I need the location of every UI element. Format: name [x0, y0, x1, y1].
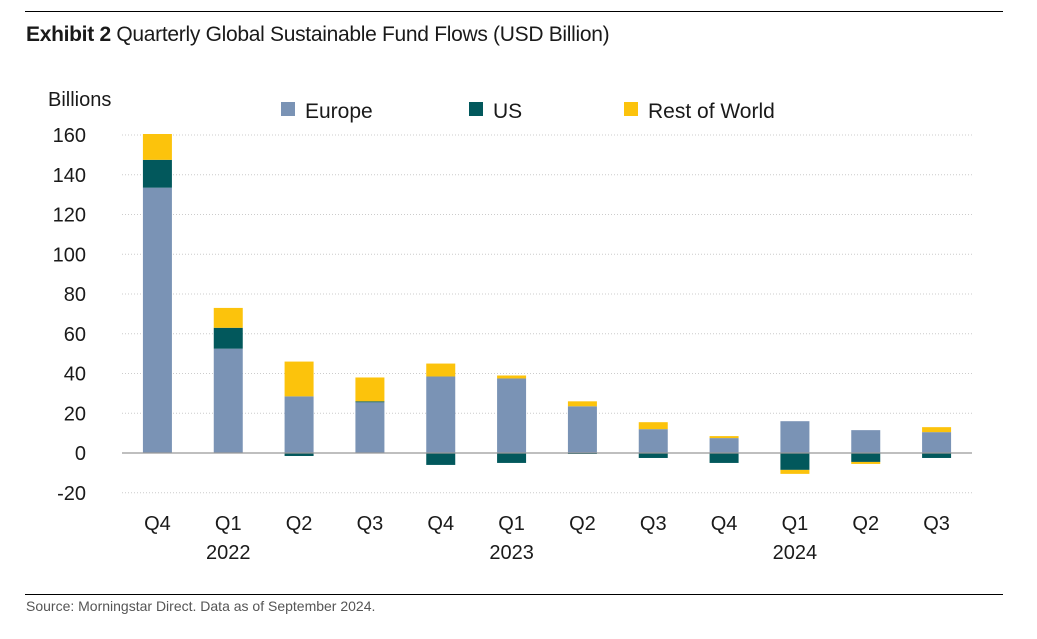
- x-tick-label: Q3: [357, 513, 384, 535]
- plot-background: [25, 66, 1003, 566]
- bar-us: [922, 453, 952, 458]
- bar-us: [426, 453, 456, 465]
- bar-rest-of-world: [355, 377, 385, 402]
- y-axis-label: Billions: [48, 89, 111, 111]
- x-tick-label: Q4: [144, 513, 171, 535]
- legend-label: Europe: [305, 100, 373, 123]
- y-tick-label: -20: [57, 483, 86, 505]
- bar-rest-of-world: [284, 361, 314, 397]
- x-year-label: 2024: [773, 542, 818, 564]
- bar-rest-of-world: [213, 307, 243, 328]
- x-tick-label: Q1: [782, 513, 809, 535]
- x-tick-label: Q2: [569, 513, 596, 535]
- x-year-label: 2023: [489, 542, 534, 564]
- bar-us: [142, 159, 172, 188]
- bar-rest-of-world: [709, 436, 739, 439]
- y-tick-label: 60: [64, 324, 86, 346]
- bar-us: [213, 327, 243, 349]
- bar-us: [709, 453, 739, 463]
- x-tick-label: Q2: [286, 513, 313, 535]
- y-tick-label: 80: [64, 284, 86, 306]
- legend-label: Rest of World: [648, 100, 775, 123]
- bar-rest-of-world: [638, 422, 668, 430]
- stacked-bar-chart: -20 0 20 40 60 80 100 120 140 160 Billions Q4 Q1 Q2 Q3…: [48, 89, 972, 564]
- bar-rest-of-world: [567, 401, 597, 407]
- x-tick-label: Q3: [923, 513, 950, 535]
- bar-europe: [213, 348, 243, 453]
- legend-swatch-europe: [281, 102, 295, 116]
- bar-us: [780, 453, 810, 470]
- bar-europe: [284, 396, 314, 453]
- top-rule: [25, 11, 1003, 12]
- y-tick-label: 140: [53, 165, 86, 187]
- legend-swatch-rest-of-world: [624, 102, 638, 116]
- x-tick-label: Q1: [498, 513, 525, 535]
- bar-rest-of-world: [142, 134, 172, 160]
- bottom-rule: [25, 594, 1003, 595]
- bar-rest-of-world: [497, 375, 527, 379]
- y-tick-label: 0: [75, 443, 86, 465]
- bar-europe: [851, 430, 881, 453]
- x-tick-label: Q4: [711, 513, 738, 535]
- bar-europe: [355, 402, 385, 453]
- bar-europe: [567, 406, 597, 453]
- bar-europe: [922, 432, 952, 453]
- legend-label: US: [493, 100, 522, 123]
- bar-europe: [638, 429, 668, 453]
- exhibit-label: Exhibit 2: [26, 23, 111, 46]
- bar-us: [638, 453, 668, 458]
- y-tick-label: 20: [64, 403, 86, 425]
- bar-europe: [709, 438, 739, 453]
- bar-us: [497, 453, 527, 463]
- bar-europe: [142, 187, 172, 453]
- x-tick-label: Q4: [427, 513, 454, 535]
- bar-rest-of-world: [780, 469, 810, 474]
- bar-us: [851, 453, 881, 462]
- x-tick-label: Q1: [215, 513, 242, 535]
- bar-rest-of-world: [426, 363, 456, 377]
- y-tick-label: 160: [53, 125, 86, 147]
- x-tick-label: Q3: [640, 513, 667, 535]
- legend-swatch-us: [469, 102, 483, 116]
- bar-europe: [780, 421, 810, 453]
- bar-europe: [426, 376, 456, 453]
- y-tick-label: 40: [64, 364, 86, 386]
- bar-us: [284, 453, 314, 456]
- bar-us: [355, 401, 385, 403]
- y-tick-label: 100: [53, 244, 86, 266]
- x-tick-label: Q2: [852, 513, 879, 535]
- x-year-label: 2022: [206, 542, 251, 564]
- bar-rest-of-world: [851, 461, 881, 464]
- title-text: Quarterly Global Sustainable Fund Flows …: [116, 23, 610, 46]
- bar-rest-of-world: [922, 427, 952, 433]
- chart-title: Exhibit 2 Quarterly Global Sustainable F…: [26, 23, 610, 47]
- source-note: Source: Morningstar Direct. Data as of S…: [26, 598, 376, 614]
- y-tick-label: 120: [53, 205, 86, 227]
- bar-europe: [497, 378, 527, 453]
